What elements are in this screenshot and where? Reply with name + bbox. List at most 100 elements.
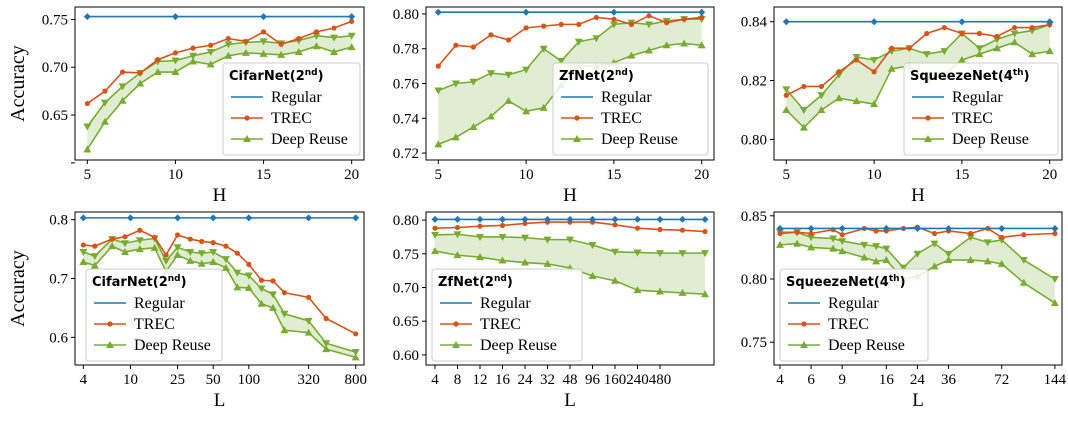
- legend-marker-trec: [244, 115, 250, 121]
- deep-reuse-upper-point: [79, 249, 88, 257]
- trec-point: [931, 230, 938, 237]
- deep-reuse-upper-point: [476, 233, 484, 241]
- deep-reuse-lower-point: [100, 117, 109, 125]
- regular-point: [431, 215, 439, 223]
- regular-point: [352, 214, 360, 222]
- trec-point: [593, 14, 599, 21]
- legend-label-regular: Regular: [134, 295, 185, 312]
- legend-box: [903, 62, 1059, 156]
- deep-reuse-upper-point: [100, 99, 109, 107]
- legend-title-superscript: nd: [305, 68, 318, 78]
- x-tick-label: 8: [454, 372, 462, 388]
- deep-reuse-upper-point: [453, 231, 462, 239]
- deep-reuse-lower-point: [997, 259, 1006, 267]
- axes-frame: [773, 211, 1063, 366]
- deep-reuse-lower-point: [522, 107, 531, 115]
- trec-point: [924, 30, 930, 37]
- deep-reuse-lower-point: [872, 257, 881, 265]
- deep-reuse-upper-point: [121, 240, 130, 248]
- regular-point: [174, 214, 182, 222]
- x-tick-label: 16: [495, 372, 511, 388]
- deep-reuse-lower-point: [588, 272, 597, 280]
- deep-reuse-lower-point: [259, 49, 268, 57]
- axes-frame: [773, 6, 1063, 161]
- trec-point: [172, 50, 179, 56]
- deep-reuse-upper-point: [521, 234, 529, 242]
- legend-title-close: ): [1024, 69, 1030, 84]
- x-tick-label: 50: [206, 372, 221, 388]
- deep-reuse-upper-point: [268, 291, 277, 299]
- y-tick-label: 0.65: [393, 314, 419, 330]
- trec-point: [190, 45, 196, 51]
- regular-point: [209, 214, 217, 222]
- y-tick-label: 0.70: [393, 280, 419, 296]
- legend-label-deep-reuse: Deep Reuse: [828, 337, 905, 354]
- deep-reuse-upper-point: [899, 264, 908, 272]
- trec-point: [80, 242, 86, 248]
- deep-reuse-lower-point: [280, 326, 289, 334]
- deep-reuse-lower-point: [1028, 50, 1037, 58]
- deep-reuse-upper-line: [437, 18, 702, 92]
- plot-area: [782, 18, 1054, 131]
- deep-reuse-upper-point: [171, 57, 180, 65]
- deep-reuse-upper-point: [135, 237, 144, 245]
- deep-reuse-lower-point: [294, 47, 303, 55]
- regular-point: [610, 8, 618, 16]
- trec-point: [296, 35, 302, 42]
- trec-point: [499, 222, 506, 229]
- y-tick-label: 0.80: [741, 132, 767, 148]
- legend-label-deep-reuse: Deep Reuse: [601, 131, 678, 148]
- legend-marker-deep-reuse: [106, 341, 114, 348]
- trec-point: [225, 35, 231, 42]
- deep-reuse-upper-point: [221, 256, 230, 264]
- deep-reuse-upper-point: [1028, 27, 1037, 35]
- deep-reuse-upper-point: [469, 78, 478, 86]
- legend-title-main: CifarNet(2: [229, 69, 305, 84]
- regular-point: [701, 215, 709, 223]
- legend-title-main: ZfNet(2: [559, 69, 615, 84]
- deep-reuse-upper-point: [609, 21, 618, 29]
- y-tick-label: 0.82: [741, 74, 767, 90]
- regular-point: [521, 215, 529, 223]
- x-tick-label: 20: [344, 167, 359, 183]
- legend-box: [552, 62, 709, 156]
- deep-reuse-lower-point: [1019, 278, 1028, 286]
- y-tick-label: 0.8: [49, 213, 68, 229]
- deep-reuse-upper-line: [785, 23, 1050, 112]
- trec-point: [453, 42, 459, 48]
- legend-label-trec: TREC: [480, 316, 521, 333]
- deep-reuse-lower-point: [136, 79, 145, 87]
- deep-reuse-lower-point: [852, 97, 861, 105]
- legend-title-close: ): [181, 275, 187, 290]
- x-tick-label: 20: [694, 167, 709, 183]
- trec-point: [155, 56, 161, 63]
- legend-title-close: ): [900, 275, 906, 290]
- legend-marker-trec: [453, 321, 459, 327]
- trec-point: [611, 16, 617, 22]
- deep-reuse-lower-point: [993, 44, 1002, 52]
- trec-point: [612, 222, 618, 228]
- legend-label-regular: Regular: [952, 89, 1003, 106]
- deep-reuse-lower-point: [498, 256, 507, 264]
- deep-reuse-upper-point: [312, 32, 321, 40]
- trec-point: [281, 290, 288, 296]
- deep-reuse-upper-point: [486, 70, 495, 78]
- deep-reuse-upper-point: [118, 83, 127, 91]
- deep-reuse-lower-point: [186, 256, 195, 264]
- trec-point: [137, 70, 143, 76]
- trec-point: [906, 45, 912, 51]
- regular-point: [679, 215, 686, 223]
- trec-point: [270, 278, 276, 284]
- x-tick-label: 16: [879, 372, 895, 388]
- legend-title-close: ): [628, 69, 634, 84]
- deep-reuse-lower-point: [476, 253, 484, 261]
- deep-reuse-upper-point: [975, 45, 984, 53]
- deep-reuse-upper-point: [870, 56, 879, 64]
- x-tick-label: 48: [563, 372, 578, 388]
- deep-reuse-upper-point: [259, 38, 268, 46]
- x-tick-label: 12: [473, 372, 488, 388]
- trec-point: [522, 220, 528, 227]
- trec-point: [801, 83, 807, 90]
- legend-title: CifarNet(2nd): [229, 68, 324, 84]
- trec-point: [576, 21, 582, 27]
